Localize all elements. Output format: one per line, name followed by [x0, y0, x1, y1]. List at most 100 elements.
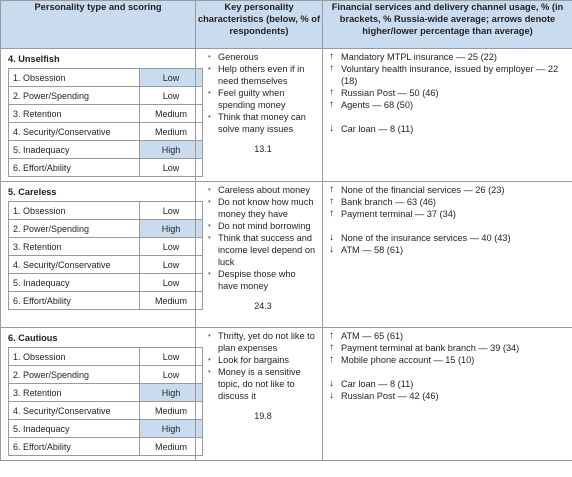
- arrow-up-icon: ↑: [329, 208, 334, 219]
- service-item: ↑ Voluntary health insurance, issued by …: [329, 63, 568, 87]
- personality-type-row: 5. Careless 1. Obsession Low 2. Power/Sp…: [0, 181, 572, 328]
- service-item: ↑ Russian Post — 50 (46): [329, 87, 568, 99]
- service-text: Agents — 68 (50): [341, 100, 414, 110]
- score-level: Low: [139, 68, 203, 87]
- service-text: ATM — 65 (61): [341, 331, 404, 341]
- type-scoring-cell: 6. Cautious 1. Obsession Low 2. Power/Sp…: [0, 327, 203, 461]
- score-label: 3. Retention: [8, 237, 140, 256]
- characteristic-item: Thrifty, yet do not like to plan expense…: [208, 330, 318, 354]
- score-level: Medium: [139, 437, 203, 456]
- service-text: Payment terminal — 37 (34): [341, 209, 456, 219]
- service-item: ↑ Mandatory MTPL insurance — 25 (22): [329, 51, 568, 63]
- score-label: 4. Security/Conservative: [8, 122, 140, 141]
- service-item: ↑ Mobile phone account — 15 (10): [329, 354, 568, 366]
- service-text: Mobile phone account — 15 (10): [341, 355, 475, 365]
- service-text: Russian Post — 50 (46): [341, 88, 439, 98]
- arrow-up-icon: ↑: [329, 354, 334, 365]
- type-scoring-cell: 5. Careless 1. Obsession Low 2. Power/Sp…: [0, 181, 203, 328]
- score-row: 4. Security/Conservative Medium: [8, 401, 203, 420]
- service-text: Car loan — 8 (11): [341, 379, 414, 389]
- score-label: 1. Obsession: [8, 201, 140, 220]
- arrow-down-icon: ↓: [329, 123, 334, 134]
- characteristic-item: Help others even if in need themselves: [208, 63, 318, 87]
- characteristics-cell: Thrifty, yet do not like to plan expense…: [195, 327, 323, 461]
- score-level: Low: [139, 273, 203, 292]
- respondents-percent: 19.8: [254, 411, 272, 421]
- score-row: 5. Inadequacy High: [8, 419, 203, 438]
- characteristics-list: GenerousHelp others even if in need them…: [208, 51, 318, 135]
- score-level: Medium: [139, 122, 203, 141]
- score-table: 1. Obsession Low 2. Power/Spending Low 3…: [8, 347, 203, 456]
- service-item: ↑ Payment terminal at bank branch — 39 (…: [329, 342, 568, 354]
- characteristic-item: Do not know how much money they have: [208, 196, 318, 220]
- service-item: ↑ None of the financial services — 26 (2…: [329, 184, 568, 196]
- score-row: 3. Retention High: [8, 383, 203, 402]
- service-text: Russian Post — 42 (46): [341, 391, 439, 401]
- score-label: 3. Retention: [8, 383, 140, 402]
- services-cell: ↑ None of the financial services — 26 (2…: [322, 181, 572, 328]
- header-services: Financial services and delivery channel …: [322, 0, 572, 49]
- arrow-up-icon: ↑: [329, 342, 334, 353]
- score-row: 6. Effort/Ability Medium: [8, 437, 203, 456]
- characteristic-item: Despise those who have money: [208, 268, 318, 292]
- score-label: 4. Security/Conservative: [8, 401, 140, 420]
- characteristic-item: Think that money can solve many issues: [208, 111, 318, 135]
- score-level: Low: [139, 347, 203, 366]
- arrow-down-icon: ↓: [329, 390, 334, 401]
- service-text: Bank branch — 63 (46): [341, 197, 436, 207]
- table-header-row: Personality type and scoring Key persona…: [0, 0, 572, 49]
- service-text: None of the insurance services — 40 (43): [341, 233, 511, 243]
- service-item: ↑ Bank branch — 63 (46): [329, 196, 568, 208]
- score-row: 4. Security/Conservative Medium: [8, 122, 203, 141]
- header-characteristics: Key personality characteristics (below, …: [195, 0, 323, 49]
- services-spacer: [329, 220, 568, 232]
- score-label: 6. Effort/Ability: [8, 291, 140, 310]
- arrow-up-icon: ↑: [329, 196, 334, 207]
- score-row: 6. Effort/Ability Medium: [8, 291, 203, 310]
- score-row: 5. Inadequacy High: [8, 140, 203, 159]
- characteristic-item: Careless about money: [208, 184, 318, 196]
- score-table: 1. Obsession Low 2. Power/Spending High …: [8, 201, 203, 310]
- score-row: 3. Retention Medium: [8, 104, 203, 123]
- score-row: 5. Inadequacy Low: [8, 273, 203, 292]
- characteristic-item: Generous: [208, 51, 318, 63]
- score-level: Medium: [139, 291, 203, 310]
- service-item: ↑ Payment terminal — 37 (34): [329, 208, 568, 220]
- respondents-percent: 24.3: [254, 301, 272, 311]
- personality-type-row: 4. Unselfish 1. Obsession Low 2. Power/S…: [0, 48, 572, 182]
- score-level: Low: [139, 237, 203, 256]
- characteristic-item: Think that success and income level depe…: [208, 232, 318, 268]
- arrow-up-icon: ↑: [329, 63, 334, 74]
- type-title: 5. Careless: [8, 187, 57, 197]
- score-row: 2. Power/Spending Low: [8, 365, 203, 384]
- service-item: ↓ Car loan — 8 (11): [329, 378, 568, 390]
- service-item: ↑ Agents — 68 (50): [329, 99, 568, 111]
- arrow-up-icon: ↑: [329, 51, 334, 62]
- characteristics-list: Thrifty, yet do not like to plan expense…: [208, 330, 318, 402]
- score-row: 3. Retention Low: [8, 237, 203, 256]
- score-label: 5. Inadequacy: [8, 273, 140, 292]
- score-row: 6. Effort/Ability Low: [8, 158, 203, 177]
- service-item: ↓ Russian Post — 42 (46): [329, 390, 568, 402]
- arrow-down-icon: ↓: [329, 244, 334, 255]
- score-row: 1. Obsession Low: [8, 201, 203, 220]
- score-level: Low: [139, 86, 203, 105]
- arrow-up-icon: ↑: [329, 87, 334, 98]
- score-level: High: [139, 219, 203, 238]
- respondents-percent: 13.1: [254, 144, 272, 154]
- score-level: Medium: [139, 401, 203, 420]
- personality-type-row: 6. Cautious 1. Obsession Low 2. Power/Sp…: [0, 327, 572, 461]
- characteristic-item: Do not mind borrowing: [208, 220, 318, 232]
- score-label: 2. Power/Spending: [8, 86, 140, 105]
- score-label: 1. Obsession: [8, 68, 140, 87]
- score-label: 5. Inadequacy: [8, 140, 140, 159]
- service-text: None of the financial services — 26 (23): [341, 185, 505, 195]
- services-spacer: [329, 366, 568, 378]
- score-level: High: [139, 140, 203, 159]
- arrow-up-icon: ↑: [329, 330, 334, 341]
- service-item: ↓ None of the insurance services — 40 (4…: [329, 232, 568, 244]
- service-text: Payment terminal at bank branch — 39 (34…: [341, 343, 520, 353]
- characteristics-cell: Careless about moneyDo not know how much…: [195, 181, 323, 328]
- score-level: Low: [139, 201, 203, 220]
